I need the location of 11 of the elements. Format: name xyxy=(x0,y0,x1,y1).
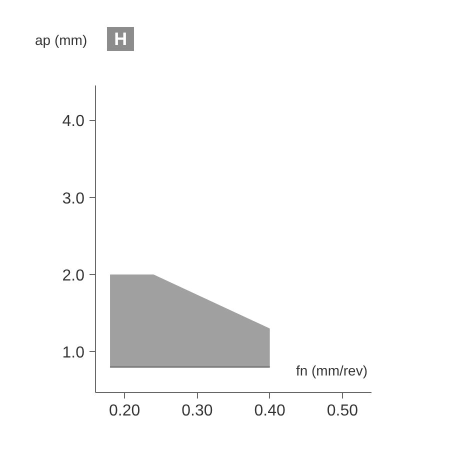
x-tick-label: 0.20 xyxy=(108,402,140,420)
y-axis-title: ap (mm) xyxy=(35,32,88,48)
text: H xyxy=(107,27,134,51)
y-tick-label: 1.0 xyxy=(62,344,85,362)
y-tick-label: 3.0 xyxy=(62,190,85,208)
x-tick-label: 0.40 xyxy=(254,402,286,420)
y-tick-label: 2.0 xyxy=(62,267,85,284)
x-tick-label: 0.30 xyxy=(182,402,213,420)
x-axis-title: fn (mm/rev) xyxy=(296,362,368,378)
y-tick-label: 4.0 xyxy=(62,113,85,130)
x-tick-label: 0.50 xyxy=(326,402,358,420)
